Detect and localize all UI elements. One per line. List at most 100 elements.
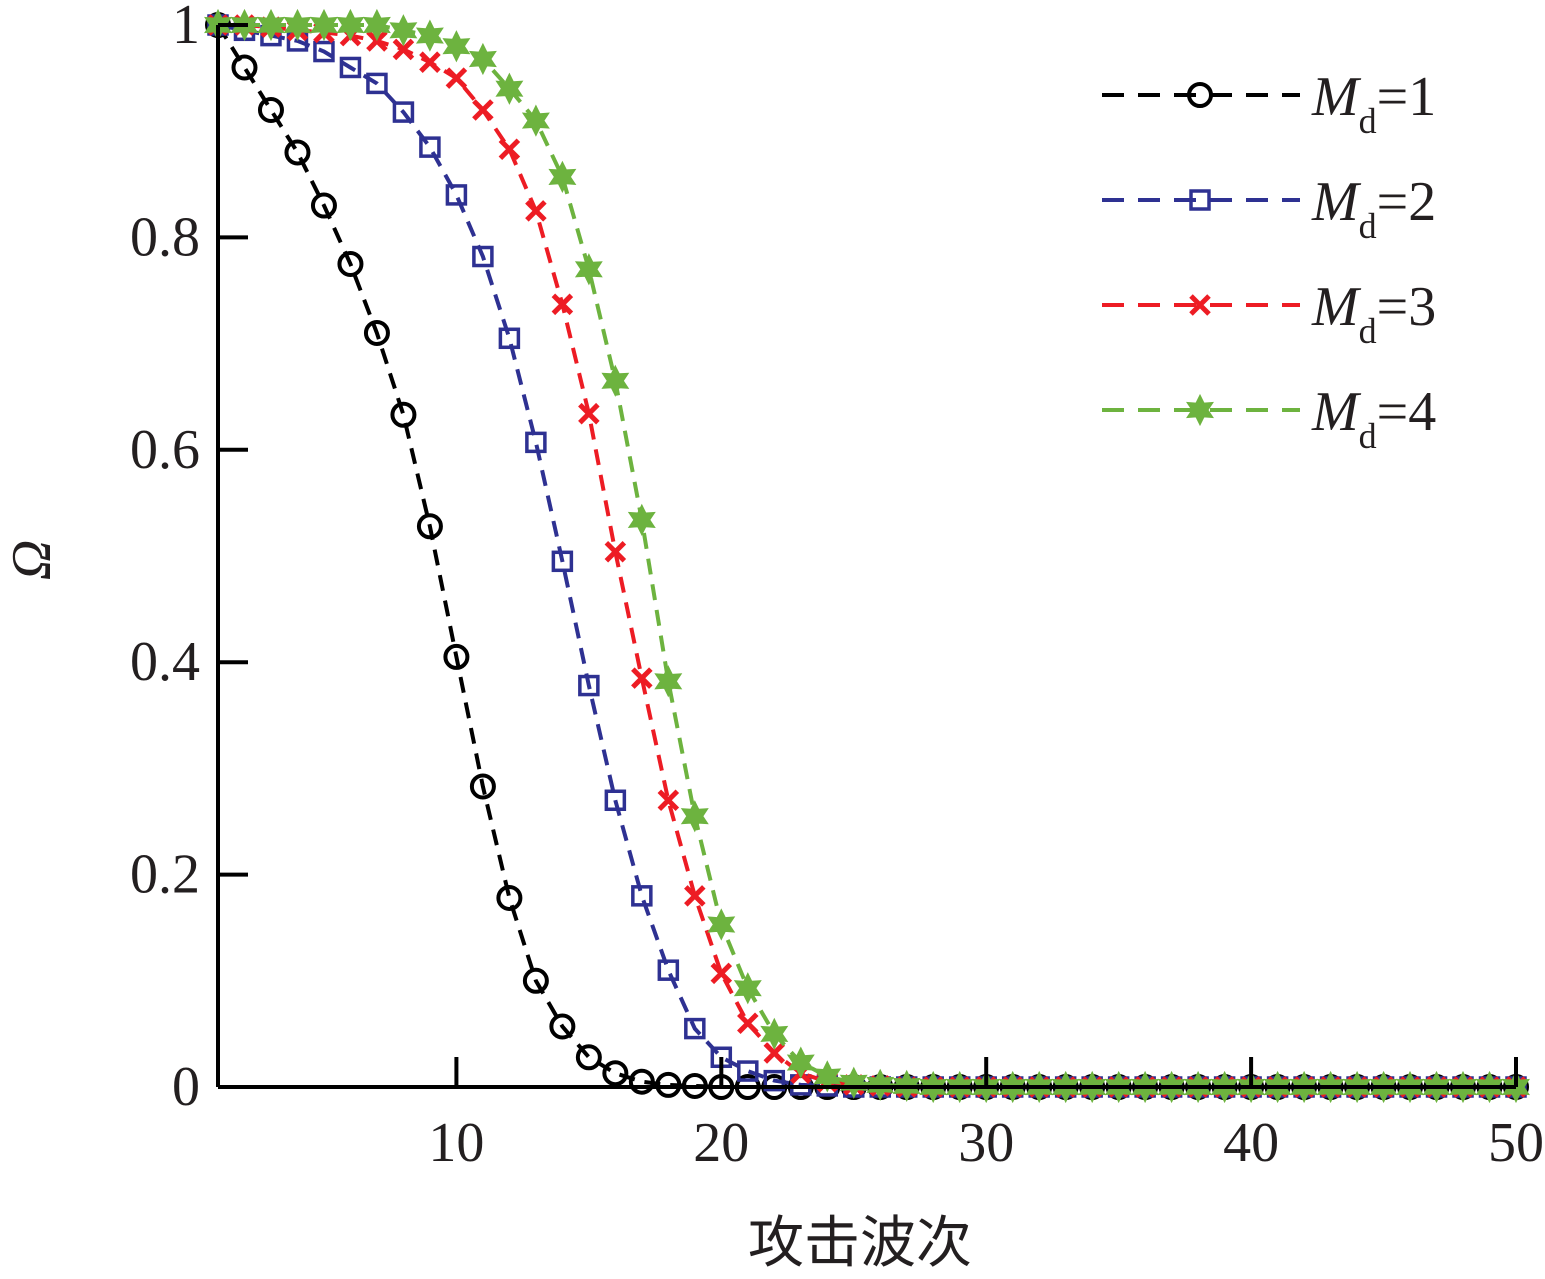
legend-label: Md=4 [1311,381,1436,456]
data-point [419,136,441,158]
data-point [839,1066,868,1099]
x-axis-title: 攻击波次 [748,1211,972,1276]
legend-sub: d [1359,206,1377,246]
data-point [366,72,388,95]
y-axis-title: Ω [1,540,63,581]
data-point [551,293,574,316]
data-point [419,51,441,73]
data-point [654,665,683,698]
y-tick-label: 1 [172,0,200,56]
data-point [737,1012,759,1035]
data-point [442,30,471,63]
legend-marker [1187,82,1213,108]
data-point [657,789,680,812]
data-point [496,884,523,911]
x-tick-label: 30 [958,1112,1014,1174]
data-point [415,19,444,52]
data-point [737,1060,759,1082]
legend-var: M [1311,381,1362,443]
data-point [231,54,258,81]
legend-var: M [1311,171,1362,233]
data-point [813,1060,842,1093]
x-tick-label: 10 [428,1112,484,1174]
data-point [392,38,415,61]
data-point [631,667,653,689]
data-point [339,56,362,79]
legend: Md=1Md=2Md=3Md=4 [1102,66,1436,456]
data-point [525,200,547,222]
y-tick-label: 0.6 [130,419,200,481]
legend-sub: d [1359,416,1377,456]
data-point [655,1071,682,1098]
data-point [549,1013,576,1040]
data-point [363,319,390,346]
data-point [392,101,415,123]
legend-var: M [1311,276,1362,338]
data-point [495,72,524,105]
legend-item: Md=1 [1102,66,1436,141]
legend-var: M [1311,66,1362,128]
y-tick-label: 0 [172,1056,200,1118]
legend-value: =1 [1377,66,1437,128]
legend-value: =4 [1377,381,1437,443]
legend-sub: d [1359,311,1377,351]
data-point [416,513,443,540]
data-point [443,643,470,670]
data-point [707,908,736,941]
data-point [337,250,364,277]
data-point [469,773,496,800]
legend-item: Md=2 [1102,171,1436,246]
data-point [310,8,338,42]
data-point [522,967,549,994]
legend-value: =3 [1377,276,1437,338]
data-point [472,245,494,268]
data-point [760,1017,789,1051]
axes: 10 20 30 40 50 0 0.2 0.4 0.6 0.8 1 [130,0,1544,1174]
legend-sub: d [1359,101,1377,141]
data-point [604,789,627,812]
data-point [575,1044,602,1071]
data-point [389,14,418,47]
data-point [578,674,600,697]
legend-marker [1186,393,1214,427]
data-point [628,1068,655,1095]
data-point [521,104,550,137]
data-point [684,1017,706,1040]
legend-label: Md=2 [1311,171,1436,246]
data-point [578,402,600,425]
data-point [498,138,521,161]
data-point [733,972,762,1005]
data-point [602,1060,629,1087]
data-point [390,401,417,428]
data-point [866,1068,895,1102]
data-point [604,540,627,563]
data-point [310,192,337,219]
data-point [445,67,468,89]
legend-marker [1189,189,1211,211]
data-point [631,885,653,907]
legend-item: Md=4 [1102,381,1436,456]
legend-marker [1189,294,1211,316]
data-point [548,160,577,194]
x-tick-label: 20 [693,1112,749,1174]
data-point [601,364,630,397]
y-tick-label: 0.4 [130,631,200,693]
data-point [468,42,497,76]
data-point [257,96,284,123]
x-tick-label: 40 [1223,1112,1279,1174]
data-point [498,327,521,350]
legend-label: Md=3 [1311,276,1436,351]
y-tick-label: 0.8 [130,206,200,268]
data-point [763,1069,786,1092]
data-point [284,139,311,166]
data-point [786,1046,815,1079]
x-tick-label: 50 [1488,1112,1544,1174]
data-point [627,503,656,537]
legend-value: =2 [1377,171,1437,233]
data-point [525,431,547,454]
data-point [763,1042,786,1064]
legend-label: Md=1 [1311,66,1436,141]
y-tick-label: 0.2 [130,844,200,906]
legend-item: Md=3 [1102,276,1436,351]
